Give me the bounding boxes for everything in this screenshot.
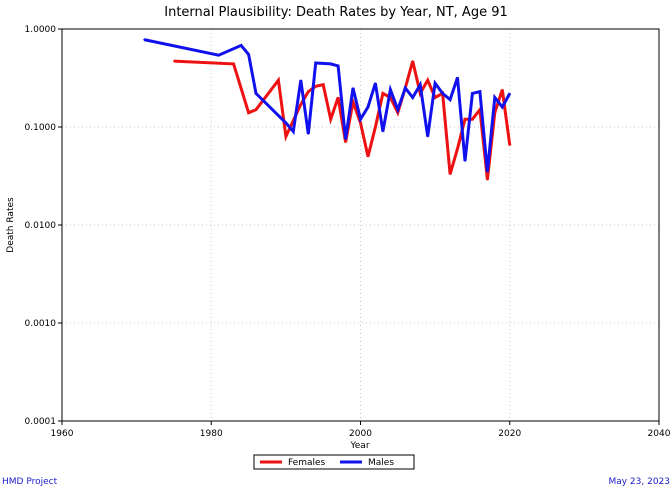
data-point-females <box>247 111 250 114</box>
data-point-males <box>441 92 444 95</box>
data-point-females <box>255 108 257 111</box>
data-point-males <box>426 135 429 138</box>
data-point-males <box>285 122 287 124</box>
data-point-males <box>329 63 332 65</box>
series-line-females <box>173 59 512 180</box>
data-point-females <box>337 96 339 99</box>
legend-label-females: Females <box>288 458 326 468</box>
data-point-females <box>277 79 280 81</box>
x-tick-label: 2000 <box>349 429 372 439</box>
data-point-females <box>329 118 332 120</box>
data-point-females <box>367 155 369 158</box>
data-point-males <box>143 38 145 41</box>
series-group <box>143 38 512 181</box>
data-point-males <box>449 98 451 101</box>
data-point-males <box>367 106 369 108</box>
data-point-males <box>374 82 377 84</box>
data-point-males <box>240 44 242 47</box>
data-point-males <box>479 90 481 93</box>
x-axis: 1960 1980 2000 2020 2040 <box>51 421 671 439</box>
data-point-males <box>471 92 474 95</box>
data-point-males <box>389 88 392 91</box>
y-tick-label: 0.0010 <box>25 319 57 329</box>
data-point-males <box>404 87 407 89</box>
x-tick-label: 1960 <box>51 429 74 439</box>
data-point-males <box>434 82 436 84</box>
x-tick-label: 1980 <box>200 429 223 439</box>
data-point-females <box>509 144 511 147</box>
chart-title: Internal Plausibility: Death Rates by Ye… <box>164 5 508 20</box>
data-point-males <box>300 79 302 81</box>
legend-box <box>253 454 415 470</box>
data-point-males <box>307 133 310 135</box>
data-point-females <box>322 83 325 86</box>
y-axis: 0.0001 0.0010 0.0100 0.1000 1.0000 <box>25 25 62 427</box>
data-point-males <box>247 53 250 56</box>
data-point-males <box>314 62 317 64</box>
data-point-males <box>359 118 362 120</box>
y-tick-label: 0.1000 <box>25 123 57 133</box>
data-point-females <box>344 141 347 143</box>
data-point-males <box>501 106 504 108</box>
data-point-males <box>382 130 384 133</box>
x-axis-label: Year <box>349 441 369 451</box>
y-tick-label: 0.0001 <box>25 417 57 427</box>
data-point-males <box>292 130 295 133</box>
data-point-males <box>486 170 489 173</box>
data-point-females <box>382 92 384 95</box>
data-point-females <box>426 79 429 81</box>
footer-left: HMD Project <box>2 477 58 487</box>
y-tick-label: 1.0000 <box>25 25 57 35</box>
x-tick-label: 2040 <box>648 429 671 439</box>
x-tick-label: 2020 <box>498 429 521 439</box>
data-point-males <box>337 65 339 67</box>
data-point-males <box>494 96 496 99</box>
data-point-females <box>471 118 474 120</box>
data-point-females <box>449 173 451 175</box>
data-point-males <box>509 92 511 95</box>
data-point-males <box>411 96 414 99</box>
data-point-females <box>456 147 459 150</box>
data-point-males <box>255 92 257 95</box>
footer-right: May 23, 2023 <box>608 477 670 487</box>
data-point-females <box>501 88 504 91</box>
data-point-females <box>300 103 302 106</box>
data-point-females <box>434 96 436 99</box>
data-point-females <box>352 101 354 103</box>
data-point-males <box>419 83 422 86</box>
data-point-females <box>464 118 466 120</box>
y-tick-label: 0.0100 <box>25 221 57 231</box>
data-point-females <box>307 90 310 93</box>
y-axis-label: Death Rates <box>6 197 16 253</box>
data-point-females <box>314 85 317 88</box>
data-point-females <box>232 63 235 65</box>
data-point-females <box>486 178 489 181</box>
data-point-males <box>456 76 459 79</box>
data-point-females <box>411 60 414 62</box>
data-point-males <box>397 108 399 111</box>
data-point-males <box>352 87 354 89</box>
legend-label-males: Males <box>368 458 394 468</box>
data-point-females <box>374 126 377 128</box>
data-point-males <box>464 160 466 162</box>
grid <box>62 29 659 421</box>
data-point-males <box>217 54 220 56</box>
legend: Females Males <box>253 454 415 470</box>
data-point-males <box>344 138 347 140</box>
data-point-females <box>285 135 287 138</box>
data-point-females <box>173 60 175 62</box>
